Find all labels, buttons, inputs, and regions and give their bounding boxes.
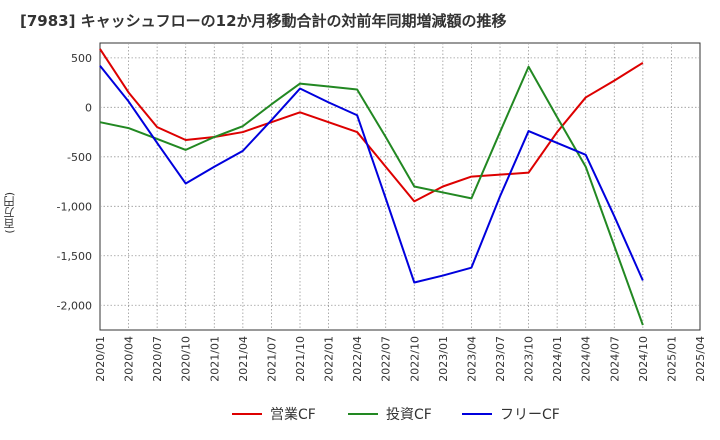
x-tick-label: 2021/07 (265, 336, 278, 382)
x-tick-label: 2024/10 (637, 336, 650, 382)
legend-label-0: 営業CF (270, 407, 316, 423)
x-tick-label: 2021/01 (208, 336, 221, 382)
series-line-2 (99, 65, 644, 284)
x-tick-label: 2022/10 (408, 336, 421, 382)
y-tick-label: -2,000 (57, 299, 92, 312)
y-tick-label: 500 (71, 52, 92, 65)
x-tick-label: 2021/04 (237, 336, 250, 382)
y-tick-label: -1,000 (57, 200, 92, 213)
x-tick-label: 2025/04 (694, 336, 707, 382)
x-tick-label: 2020/01 (94, 336, 107, 382)
legend-label-1: 投資CF (386, 407, 432, 423)
x-tick-label: 2022/07 (380, 336, 393, 382)
x-tick-label: 2024/07 (608, 336, 621, 382)
x-tick-label: 2024/04 (580, 336, 593, 382)
x-tick-label: 2023/10 (523, 336, 536, 382)
y-tick-label: -1,500 (57, 250, 92, 263)
series-line-0 (99, 48, 644, 203)
x-tick-label: 2023/07 (494, 336, 507, 382)
series-line-1 (99, 65, 644, 326)
y-tick-label: 0 (85, 101, 92, 114)
x-tick-label: 2025/01 (665, 336, 678, 382)
x-tick-label: 2020/04 (123, 336, 136, 382)
x-tick-label: 2020/10 (180, 336, 193, 382)
x-tick-label: 2024/01 (551, 336, 564, 382)
x-tick-label: 2022/01 (323, 336, 336, 382)
x-tick-label: 2020/07 (151, 336, 164, 382)
plot-area (99, 42, 701, 331)
x-tick-label: 2023/01 (437, 336, 450, 382)
x-tick-label: 2021/10 (294, 336, 307, 382)
x-tick-label: 2023/04 (465, 336, 478, 382)
chart-title: [7983] キャッシュフローの12か月移動合計の対前年同期増減額の推移 (20, 12, 507, 30)
y-tick-label: -500 (67, 151, 92, 164)
legend-label-2: フリーCF (500, 407, 560, 423)
x-tick-label: 2022/04 (351, 336, 364, 382)
